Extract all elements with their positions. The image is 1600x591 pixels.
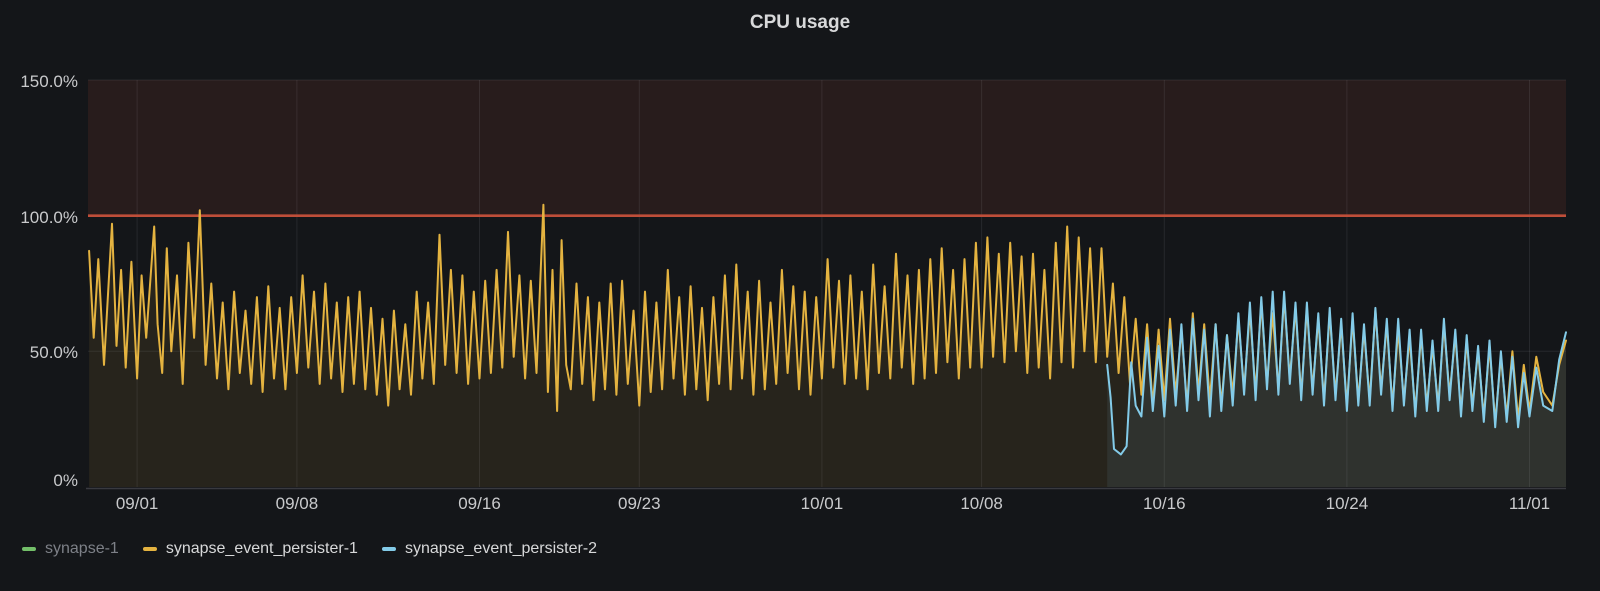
- legend-series-marker: [22, 547, 36, 551]
- legend-series-label: synapse_event_persister-2: [404, 540, 598, 557]
- series-fill-synapse_event_persister-1: [89, 204, 1567, 488]
- legend-item-synapse-1[interactable]: synapse-1: [22, 540, 119, 558]
- legend-series-marker: [381, 547, 396, 551]
- x-axis-label: 11/01: [1508, 494, 1551, 513]
- x-axis-label: 09/16: [458, 494, 501, 513]
- panel-title[interactable]: CPU usage: [749, 12, 851, 33]
- threshold-region: [88, 80, 1566, 216]
- legend-item-synapse_event_persister-1[interactable]: synapse_event_persister-1: [142, 540, 358, 558]
- x-axis-label: 09/23: [618, 494, 661, 513]
- x-axis-label: 10/16: [1143, 494, 1186, 513]
- x-axis-label: 09/08: [275, 494, 319, 513]
- legend-item-synapse_event_persister-2[interactable]: synapse_event_persister-2: [381, 540, 598, 558]
- legend-series-marker: [142, 547, 157, 551]
- legend-series-label: synapse_event_persister-1: [165, 540, 358, 557]
- x-axis-label: 09/01: [115, 494, 159, 513]
- y-axis-label: 0%: [53, 471, 78, 490]
- legend-series-label: synapse-1: [45, 540, 119, 557]
- y-axis-label: 150.0%: [20, 72, 78, 91]
- x-axis-label: 10/08: [960, 494, 1003, 513]
- legend: synapse-1 synapse_event_persister-1 synaps…: [22, 540, 597, 558]
- x-axis-label: 10/24: [1325, 494, 1369, 513]
- series-line-synapse_event_persister-2: [1106, 290, 1567, 456]
- x-axis-label: 10/01: [800, 494, 844, 513]
- y-axis-label: 100.0%: [20, 207, 78, 227]
- y-axis-label: 50.0%: [29, 343, 78, 363]
